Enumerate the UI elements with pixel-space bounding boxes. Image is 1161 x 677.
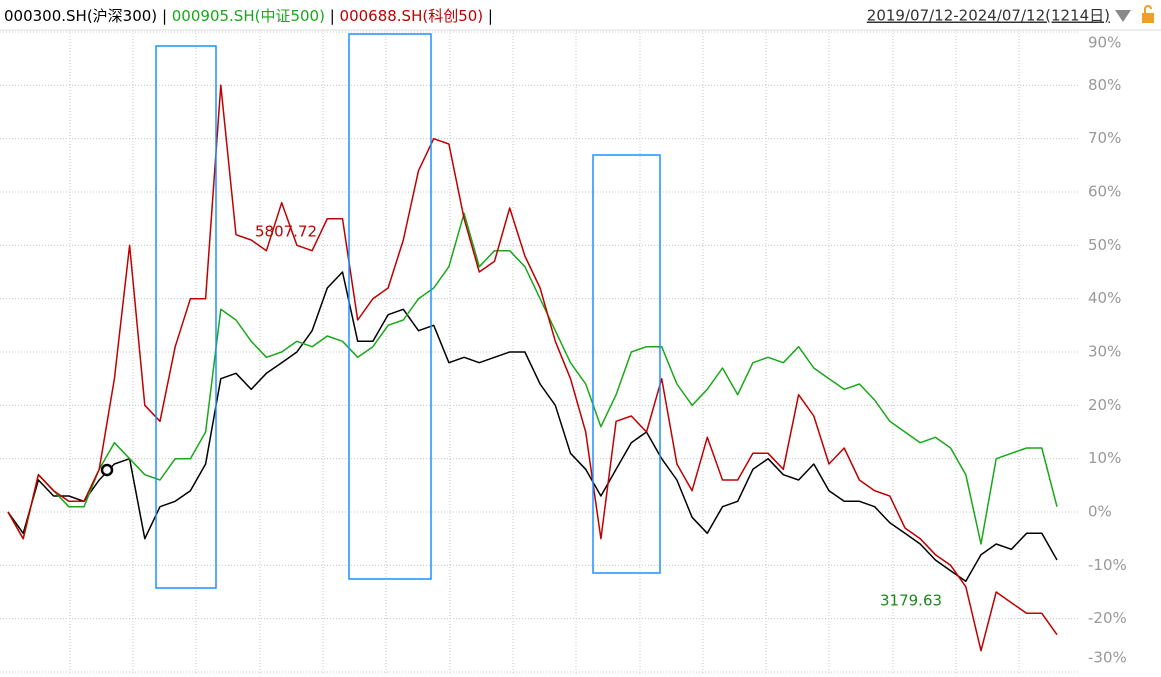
date-range[interactable]: 2019/07/12-2024/07/12(1214日) [867, 7, 1110, 25]
y-tick-label: 30% [1088, 343, 1121, 361]
y-tick-label: 90% [1088, 34, 1121, 52]
y-tick-label: 50% [1088, 236, 1121, 254]
y-tick-label: 40% [1088, 289, 1121, 307]
highlight-boxes [155, 33, 661, 589]
y-tick-label: 60% [1088, 183, 1121, 201]
y-tick-label: 20% [1088, 396, 1121, 414]
y-tick-label: -20% [1088, 609, 1127, 627]
start-marker [100, 463, 114, 477]
y-tick-label: 0% [1088, 503, 1112, 521]
y-tick-label: -10% [1088, 556, 1127, 574]
annotation: 5807.72 [255, 223, 317, 241]
legend-entry[interactable]: 000905.SH(中证500) [172, 7, 325, 25]
series-line [7, 212, 1058, 545]
y-tick-label: 70% [1088, 129, 1121, 147]
series-line [7, 84, 1058, 652]
dropdown-arrow[interactable] [1115, 10, 1131, 22]
y-tick-label: -30% [1088, 649, 1127, 667]
y-tick-label: 80% [1088, 76, 1121, 94]
legend-entry[interactable]: 000688.SH(科创50) [340, 7, 484, 25]
series-line [7, 271, 1058, 583]
annotation: 3179.63 [880, 592, 942, 610]
legend-entry[interactable]: 000300.SH(沪深300) [4, 7, 157, 25]
legend: 000300.SH(沪深300) | 000905.SH(中证500) | 00… [4, 7, 493, 25]
y-tick-label: 10% [1088, 449, 1121, 467]
lock-icon[interactable] [1142, 5, 1154, 23]
